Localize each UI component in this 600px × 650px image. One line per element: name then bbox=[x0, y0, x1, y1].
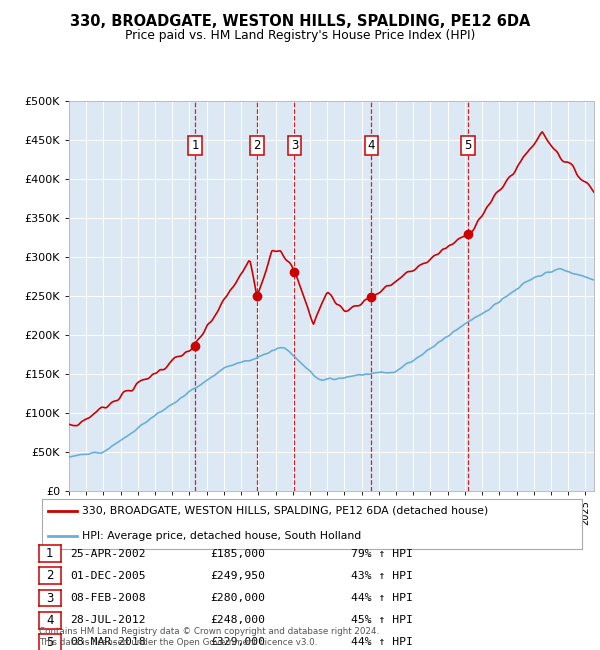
Text: 79% ↑ HPI: 79% ↑ HPI bbox=[351, 549, 413, 559]
Text: 45% ↑ HPI: 45% ↑ HPI bbox=[351, 615, 413, 625]
Text: £280,000: £280,000 bbox=[210, 593, 265, 603]
Text: 4: 4 bbox=[368, 139, 375, 152]
Text: 4: 4 bbox=[46, 614, 53, 627]
Text: 2: 2 bbox=[46, 569, 53, 582]
Text: 43% ↑ HPI: 43% ↑ HPI bbox=[351, 571, 413, 581]
Text: £248,000: £248,000 bbox=[210, 615, 265, 625]
Text: 25-APR-2002: 25-APR-2002 bbox=[70, 549, 146, 559]
Text: 5: 5 bbox=[46, 636, 53, 649]
Text: £329,000: £329,000 bbox=[210, 637, 265, 647]
Text: £185,000: £185,000 bbox=[210, 549, 265, 559]
Text: HPI: Average price, detached house, South Holland: HPI: Average price, detached house, Sout… bbox=[83, 531, 362, 541]
Text: Contains HM Land Registry data © Crown copyright and database right 2024.
This d: Contains HM Land Registry data © Crown c… bbox=[39, 627, 379, 647]
Text: 5: 5 bbox=[464, 139, 472, 152]
Text: 3: 3 bbox=[291, 139, 298, 152]
Text: £249,950: £249,950 bbox=[210, 571, 265, 581]
Text: 08-MAR-2018: 08-MAR-2018 bbox=[70, 637, 146, 647]
Text: 28-JUL-2012: 28-JUL-2012 bbox=[70, 615, 146, 625]
Text: 1: 1 bbox=[191, 139, 199, 152]
Text: 2: 2 bbox=[253, 139, 261, 152]
Text: 01-DEC-2005: 01-DEC-2005 bbox=[70, 571, 146, 581]
Text: 44% ↑ HPI: 44% ↑ HPI bbox=[351, 637, 413, 647]
Text: 330, BROADGATE, WESTON HILLS, SPALDING, PE12 6DA: 330, BROADGATE, WESTON HILLS, SPALDING, … bbox=[70, 14, 530, 29]
Text: 08-FEB-2008: 08-FEB-2008 bbox=[70, 593, 146, 603]
Text: 1: 1 bbox=[46, 547, 53, 560]
Text: 44% ↑ HPI: 44% ↑ HPI bbox=[351, 593, 413, 603]
Text: 3: 3 bbox=[46, 592, 53, 604]
Text: Price paid vs. HM Land Registry's House Price Index (HPI): Price paid vs. HM Land Registry's House … bbox=[125, 29, 475, 42]
Text: 330, BROADGATE, WESTON HILLS, SPALDING, PE12 6DA (detached house): 330, BROADGATE, WESTON HILLS, SPALDING, … bbox=[83, 506, 489, 515]
